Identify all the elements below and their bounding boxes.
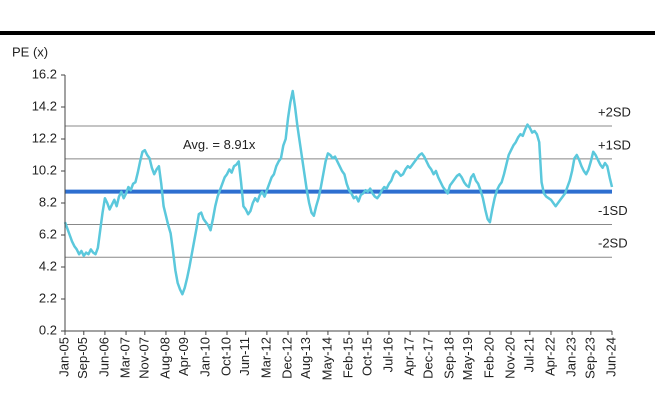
x-tick-label: Jan-05 xyxy=(56,337,71,377)
x-tick-label: Apr-22 xyxy=(542,337,557,376)
x-tick-label: Aug-13 xyxy=(298,337,313,379)
x-tick-label: Mar-12 xyxy=(258,337,273,378)
x-tick-label: Jul-16 xyxy=(380,337,395,372)
x-tick-label: Sep-23 xyxy=(582,337,597,379)
y-tick-label: 14.2 xyxy=(32,98,57,113)
y-tick-label: 8.2 xyxy=(39,194,57,209)
y-tick-label: 12.2 xyxy=(32,130,57,145)
average-label: Avg. = 8.91x xyxy=(183,137,256,152)
x-tick-label: Feb-20 xyxy=(481,337,496,378)
header-rule xyxy=(0,31,655,35)
y-tick-label: 16.2 xyxy=(32,66,57,81)
x-tick-label: Jan-23 xyxy=(564,337,579,377)
x-tick-label: Jun-06 xyxy=(96,337,111,377)
x-tick-label: Nov-07 xyxy=(136,337,151,379)
x-tick-label: Apr-17 xyxy=(402,337,417,376)
sd-label: +1SD xyxy=(598,137,631,152)
x-tick-label: Sep-05 xyxy=(75,337,90,379)
y-axis-label: PE (x) xyxy=(12,44,48,59)
x-tick-label: Jan-10 xyxy=(197,337,212,377)
x-tick-label: Jun-11 xyxy=(237,337,252,376)
x-tick-label: Mar-07 xyxy=(117,337,132,378)
x-tick-label: Sep-18 xyxy=(441,337,456,379)
y-tick-label: 4.2 xyxy=(39,258,57,273)
sd-label: -2SD xyxy=(598,236,628,251)
y-tick-label: 6.2 xyxy=(39,226,57,241)
x-tick-label: May-19 xyxy=(460,337,475,380)
x-tick-label: Jul-21 xyxy=(521,337,536,372)
x-tick-label: Apr-09 xyxy=(176,337,191,376)
x-tick-label: May-14 xyxy=(319,337,334,380)
sd-label: -1SD xyxy=(598,203,628,218)
y-tick-label: 0.2 xyxy=(39,322,57,337)
x-tick-label: Oct-10 xyxy=(218,337,233,376)
sd-label: +2SD xyxy=(598,104,631,119)
x-tick-label: Dec-17 xyxy=(420,337,435,379)
y-tick-label: 10.2 xyxy=(32,162,57,177)
x-tick-label: Feb-15 xyxy=(341,337,356,378)
x-tick-label: Oct-15 xyxy=(359,337,374,376)
x-tick-label: Aug-08 xyxy=(157,337,172,379)
x-tick-label: Nov-20 xyxy=(502,337,517,379)
x-tick-label: Jun-24 xyxy=(603,337,618,377)
y-tick-label: 2.2 xyxy=(39,290,57,305)
pe-line xyxy=(63,89,614,296)
x-tick-label: Dec-12 xyxy=(279,337,294,379)
